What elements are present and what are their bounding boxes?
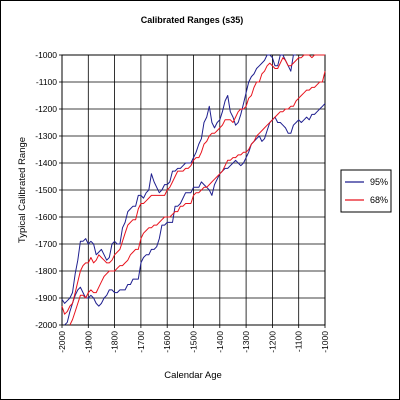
y-tick-labels: -1000 -1100 -1200 -1300 -1400 -1500 -1600 -1700… bbox=[35, 50, 57, 330]
x-axis-label: Calendar Age bbox=[164, 370, 222, 381]
y-tick-label: -1300 bbox=[35, 131, 57, 141]
x-tick-labels: -2000 -1900 -1800 -1700 -1600 -1500 -1400 -1300… bbox=[57, 331, 330, 353]
y-tick-label: -2000 bbox=[35, 320, 57, 330]
chart-title: Calibrated Ranges (s35) bbox=[141, 15, 244, 25]
y-tick-label: -1500 bbox=[35, 185, 57, 195]
x-tick-label: -2000 bbox=[57, 331, 67, 353]
grid bbox=[59, 54, 326, 328]
x-tick-label: -1200 bbox=[267, 331, 277, 353]
y-tick-label: -1900 bbox=[35, 293, 57, 303]
x-tick-label: -1900 bbox=[83, 331, 93, 353]
y-tick-label: -1600 bbox=[35, 212, 57, 222]
series-line-upper bbox=[61, 54, 325, 315]
legend-label: 95% bbox=[370, 177, 388, 187]
y-axis-label: Typical Calibrated Range bbox=[17, 137, 28, 243]
legend-label: 68% bbox=[370, 195, 388, 205]
series-line-lower bbox=[64, 103, 326, 326]
series-68 bbox=[61, 54, 326, 326]
y-tick-label: -1000 bbox=[35, 50, 57, 60]
legend: 95% 68% bbox=[340, 169, 392, 213]
x-tick-label: -1100 bbox=[294, 331, 304, 352]
x-tick-label: -1300 bbox=[241, 331, 251, 353]
series-line-upper bbox=[61, 54, 297, 304]
series-line-lower bbox=[69, 71, 326, 326]
x-tick-label: -1700 bbox=[136, 331, 146, 353]
x-tick-label: -1000 bbox=[320, 331, 330, 353]
x-tick-label: -1600 bbox=[162, 331, 172, 353]
x-tick-label: -1500 bbox=[189, 331, 199, 353]
x-tick-label: -1400 bbox=[215, 331, 225, 353]
y-tick-label: -1100 bbox=[36, 77, 57, 87]
series-95 bbox=[61, 54, 326, 326]
legend-box bbox=[340, 169, 392, 213]
y-tick-label: -1400 bbox=[35, 158, 57, 168]
y-tick-label: -1800 bbox=[35, 266, 57, 276]
x-tick-label: -1800 bbox=[110, 331, 120, 353]
series-group bbox=[61, 54, 326, 326]
y-tick-label: -1200 bbox=[35, 104, 57, 114]
y-tick-label: -1700 bbox=[35, 239, 57, 249]
